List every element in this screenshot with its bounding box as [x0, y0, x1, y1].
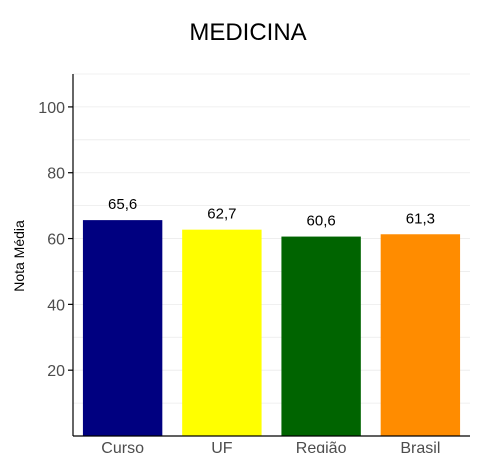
y-axis-label: Nota Média [11, 220, 27, 292]
bar-uf [182, 229, 262, 436]
value-label: 60,6 [307, 213, 336, 230]
y-tick-label: 80 [47, 166, 65, 183]
value-label: 61,3 [406, 210, 435, 227]
bar-brasil [380, 234, 461, 436]
y-tick-label: 100 [38, 100, 65, 117]
chart-title: MEDICINA [189, 19, 306, 46]
value-label: 65,6 [108, 196, 137, 213]
bar-curso [82, 220, 163, 436]
value-labels-layer: 65,6 62,7 60,6 61,3 [108, 196, 435, 229]
x-tick-label: Brasil [400, 440, 440, 453]
y-tick-label: 20 [47, 363, 65, 380]
y-tick-label: 60 [47, 232, 65, 249]
x-tick-label: UF [211, 440, 233, 453]
bars-layer [82, 220, 461, 436]
value-label: 62,7 [207, 206, 236, 223]
x-tick-label: Curso [101, 440, 144, 453]
y-tick-label: 40 [47, 297, 65, 314]
bar-região [281, 236, 361, 436]
axes-layer: 20 40 60 80 100 Curso UF Região Brasil [38, 74, 470, 453]
x-tick-label: Região [296, 440, 347, 453]
